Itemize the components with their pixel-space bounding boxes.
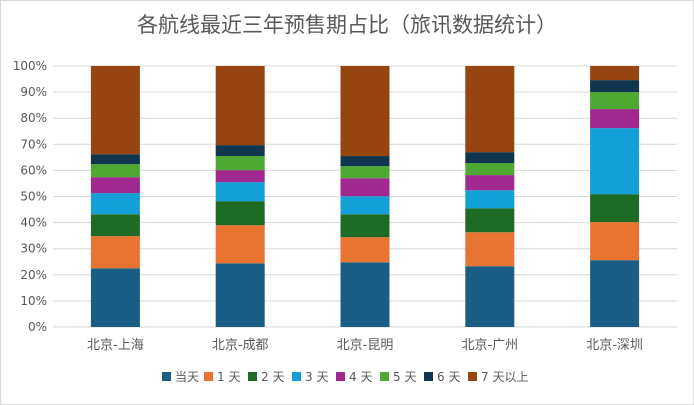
legend-label: 5 天: [393, 370, 416, 384]
x-category-label: 北京-成都: [212, 338, 269, 353]
legend-swatch: [248, 372, 257, 381]
y-tick-label: 80%: [20, 111, 47, 125]
legend-swatch: [292, 372, 301, 381]
bar-segment: [590, 222, 640, 261]
y-tick-label: 100%: [13, 59, 47, 73]
legend-label: 3 天: [305, 370, 328, 384]
y-tick-label: 50%: [20, 190, 47, 204]
bar-segment: [465, 66, 515, 153]
bar-segment: [340, 237, 390, 263]
bar-segment: [340, 214, 390, 238]
bar-segment: [465, 163, 515, 176]
legend-label: 7 天以上: [481, 370, 528, 384]
y-tick-label: 60%: [20, 163, 47, 177]
legend-label: 6 天: [437, 370, 460, 384]
bar-segment: [215, 66, 265, 146]
bar-segment: [590, 128, 640, 195]
x-category-label: 北京-昆明: [337, 338, 394, 353]
legend-label: 1 天: [217, 370, 240, 384]
bar-segment: [215, 145, 265, 157]
legend-label: 当天: [175, 370, 199, 384]
bar-segment: [340, 66, 390, 157]
bar-segment: [590, 109, 640, 129]
y-tick-label: 70%: [20, 137, 47, 151]
bar-segment: [590, 66, 640, 81]
legend-swatch: [204, 372, 213, 381]
y-tick-label: 10%: [20, 294, 47, 308]
legend-swatch: [468, 372, 477, 381]
bar-segment: [340, 156, 390, 167]
bar-segment: [465, 232, 515, 267]
bar-segment: [465, 190, 515, 209]
bar-segment: [590, 92, 640, 110]
bar-segment: [590, 80, 640, 93]
legend-swatch: [424, 372, 433, 381]
bar-segment: [215, 156, 265, 171]
x-category-label: 北京-上海: [87, 338, 144, 353]
y-tick-label: 40%: [20, 216, 47, 230]
y-tick-label: 0%: [28, 320, 47, 334]
bar-segment: [590, 194, 640, 223]
bar-segment: [90, 177, 140, 194]
bar-segment: [340, 262, 390, 327]
x-category-label: 北京-深圳: [586, 338, 643, 353]
legend-swatch: [336, 372, 345, 381]
bar-segment: [465, 208, 515, 233]
bar-segment: [90, 236, 140, 269]
bar-segment: [590, 260, 640, 327]
bar-segment: [215, 182, 265, 202]
bar-segment: [215, 225, 265, 264]
bar-segment: [465, 175, 515, 191]
y-tick-label: 90%: [20, 85, 47, 99]
y-tick-label: 20%: [20, 268, 47, 282]
legend-label: 4 天: [349, 370, 372, 384]
chart-title: 各航线最近三年预售期占比（旅讯数据统计）: [137, 13, 557, 37]
bar-segment: [90, 66, 140, 155]
bar-segment: [340, 196, 390, 215]
bar-segment: [90, 193, 140, 215]
bar-segment: [465, 152, 515, 164]
bar-segment: [215, 201, 265, 226]
legend-swatch: [380, 372, 389, 381]
bar-segment: [90, 214, 140, 237]
x-category-label: 北京-广州: [461, 338, 518, 353]
bar-segment: [90, 154, 140, 165]
bar-segment: [340, 178, 390, 197]
bar-segment: [215, 170, 265, 183]
legend-swatch: [162, 372, 171, 381]
bar-segment: [465, 266, 515, 327]
bar-segment: [215, 263, 265, 327]
y-tick-label: 30%: [20, 242, 47, 256]
legend-label: 2 天: [261, 370, 284, 384]
bar-segment: [90, 268, 140, 327]
bar-segment: [340, 166, 390, 179]
bar-segment: [90, 164, 140, 178]
